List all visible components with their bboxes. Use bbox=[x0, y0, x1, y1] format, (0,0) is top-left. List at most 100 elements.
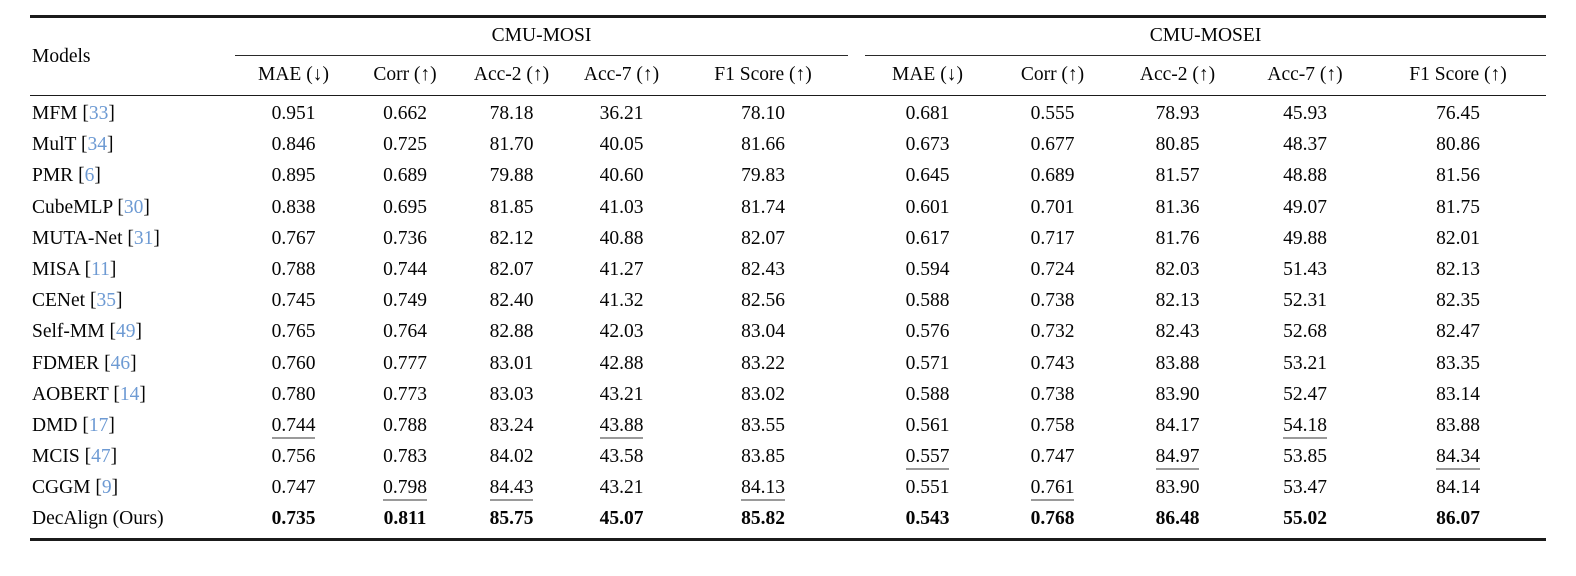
metric-value: 43.21 bbox=[599, 477, 644, 499]
metric-value-cell: 81.85 bbox=[458, 192, 565, 223]
metric-value: 82.07 bbox=[489, 258, 534, 280]
metric-value: 76.45 bbox=[1436, 103, 1480, 124]
metric-value: 85.75 bbox=[489, 508, 534, 530]
model-name-cell: MulT [34] bbox=[32, 134, 114, 156]
metric-value: 83.88 bbox=[1155, 352, 1200, 374]
citation-link[interactable]: 17 bbox=[88, 414, 109, 436]
metric-value-cell: 40.88 bbox=[565, 223, 678, 254]
citation-link[interactable]: 33 bbox=[88, 103, 109, 124]
metric-value-cell: 0.846 bbox=[235, 130, 352, 161]
metric-value: 0.743 bbox=[1030, 352, 1075, 374]
metric-value: 0.571 bbox=[905, 352, 950, 374]
metric-value: 81.75 bbox=[1436, 196, 1480, 218]
metric-value: 83.01 bbox=[489, 352, 534, 374]
metric-value: 83.04 bbox=[741, 321, 785, 343]
metric-value: 82.35 bbox=[1436, 290, 1480, 312]
metric-value: 82.13 bbox=[1155, 290, 1200, 312]
metric-value: 41.27 bbox=[599, 258, 644, 280]
model-name: MulT bbox=[32, 134, 77, 156]
metric-value: 81.36 bbox=[1155, 196, 1200, 218]
metric-value-cell: 0.617 bbox=[865, 223, 990, 254]
metric-value-cell: 82.07 bbox=[458, 254, 565, 285]
model-name-cell: DMD [17] bbox=[32, 414, 115, 436]
citation-link[interactable]: 14 bbox=[119, 383, 140, 405]
model-name: CGGM bbox=[32, 477, 91, 499]
model-name: MFM bbox=[32, 103, 78, 124]
metric-value: 0.773 bbox=[383, 383, 427, 405]
metric-value-cell: 55.02 bbox=[1240, 504, 1370, 540]
metric-value: 81.70 bbox=[489, 134, 534, 156]
metric-value: 82.13 bbox=[1436, 258, 1480, 280]
metric-value: 84.43 bbox=[489, 477, 534, 502]
metric-value-cell: 0.736 bbox=[352, 223, 458, 254]
metric-value-cell: 81.70 bbox=[458, 130, 565, 161]
metric-value: 80.86 bbox=[1436, 134, 1480, 156]
citation-link[interactable]: 46 bbox=[110, 352, 131, 374]
metric-value: 0.765 bbox=[271, 321, 316, 343]
metric-value: 0.780 bbox=[271, 383, 316, 405]
citation-link[interactable]: 11 bbox=[91, 258, 110, 280]
metric-value: 86.48 bbox=[1155, 508, 1200, 530]
metric-value-cell: 0.681 bbox=[865, 96, 990, 130]
metric-value-cell: 83.24 bbox=[458, 410, 565, 441]
metric-value: 52.47 bbox=[1283, 383, 1327, 405]
metric-value: 0.543 bbox=[905, 508, 950, 530]
table-row: DecAlign (Ours) 0.735 0.811 85.75 45.07 85.82… bbox=[30, 504, 1546, 540]
metric-value: 82.56 bbox=[741, 290, 785, 312]
model-name: FDMER bbox=[32, 352, 100, 374]
metric-value: 84.97 bbox=[1155, 446, 1200, 471]
metric-value-cell: 52.31 bbox=[1240, 286, 1370, 317]
column-gap bbox=[848, 286, 865, 317]
metric-value-cell: 0.594 bbox=[865, 254, 990, 285]
metric-header-row: MAE (↓) Corr (↑) Acc-2 (↑) Acc-7 (↑) F1 … bbox=[30, 55, 1547, 96]
citation-link[interactable]: 49 bbox=[115, 321, 136, 343]
metric-value: 82.01 bbox=[1436, 227, 1480, 249]
metric-value-cell: 82.13 bbox=[1115, 286, 1240, 317]
metric-value: 0.736 bbox=[383, 227, 427, 249]
metric-value: 0.695 bbox=[383, 196, 427, 218]
model-name-cell: MCIS [47] bbox=[32, 446, 118, 468]
metric-value-cell: 0.738 bbox=[990, 286, 1115, 317]
metric-value-cell: 81.57 bbox=[1115, 161, 1240, 192]
citation-link[interactable]: 34 bbox=[87, 134, 107, 156]
metric-value: 79.83 bbox=[741, 165, 785, 187]
header-mosei-mae: MAE (↓) bbox=[865, 55, 990, 96]
metric-value: 40.60 bbox=[599, 165, 644, 187]
metric-value-cell: 0.735 bbox=[235, 504, 352, 540]
citation-link[interactable]: 9 bbox=[101, 477, 112, 499]
header-mosi-acc7: Acc-7 (↑) bbox=[565, 55, 678, 96]
table-row: MFM [33] 0.951 0.662 78.18 36.21 78.10 0.681 0.… bbox=[30, 96, 1546, 130]
metric-value: 0.767 bbox=[271, 227, 316, 249]
metric-value: 83.02 bbox=[741, 383, 785, 405]
metric-value: 83.24 bbox=[489, 414, 534, 436]
metric-value-cell: 84.43 bbox=[458, 473, 565, 504]
metric-value: 84.34 bbox=[1436, 446, 1480, 471]
citation-link[interactable]: 47 bbox=[91, 446, 111, 468]
metric-value-cell: 79.88 bbox=[458, 161, 565, 192]
metric-value-cell: 83.01 bbox=[458, 348, 565, 379]
metric-value: 83.90 bbox=[1155, 477, 1200, 499]
metric-value-cell: 0.895 bbox=[235, 161, 352, 192]
metric-value-cell: 0.765 bbox=[235, 317, 352, 348]
metric-value-cell: 43.21 bbox=[565, 473, 678, 504]
metric-value-cell: 0.561 bbox=[865, 410, 990, 441]
metric-value-cell: 81.36 bbox=[1115, 192, 1240, 223]
metric-value-cell: 53.85 bbox=[1240, 441, 1370, 472]
metric-value-cell: 0.588 bbox=[865, 379, 990, 410]
table-body: MFM [33] 0.951 0.662 78.18 36.21 78.10 0.681 0.… bbox=[30, 96, 1546, 540]
citation-link[interactable]: 30 bbox=[123, 196, 144, 218]
metric-value-cell: 84.14 bbox=[1370, 473, 1546, 504]
metric-value: 42.88 bbox=[599, 352, 644, 374]
citation-link[interactable]: 31 bbox=[133, 227, 154, 249]
citation-link[interactable]: 6 bbox=[84, 165, 95, 187]
metric-value: 43.58 bbox=[599, 446, 644, 468]
metric-value: 0.788 bbox=[271, 258, 316, 280]
metric-value-cell: 40.05 bbox=[565, 130, 678, 161]
metric-value-cell: 0.645 bbox=[865, 161, 990, 192]
metric-value: 82.47 bbox=[1436, 321, 1480, 343]
metric-value-cell: 0.747 bbox=[990, 441, 1115, 472]
metric-value: 0.760 bbox=[271, 352, 316, 374]
metric-value: 79.88 bbox=[489, 165, 534, 187]
citation-link[interactable]: 35 bbox=[96, 290, 116, 312]
paper-results-table-page: Models CMU-MOSI CMU-MOSEI MAE (↓) Corr (… bbox=[30, 15, 1547, 542]
